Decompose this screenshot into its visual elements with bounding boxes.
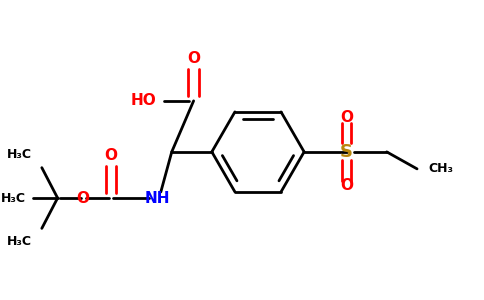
Text: H₃C: H₃C (7, 148, 32, 161)
Text: O: O (105, 148, 118, 163)
Text: S: S (340, 143, 353, 161)
Text: O: O (340, 110, 353, 125)
Text: H₃C: H₃C (1, 191, 26, 205)
Text: O: O (187, 51, 200, 66)
Text: CH₃: CH₃ (428, 162, 453, 176)
Text: O: O (340, 178, 353, 194)
Text: HO: HO (131, 93, 156, 108)
Text: O: O (76, 190, 89, 206)
Text: NH: NH (144, 190, 170, 206)
Text: H₃C: H₃C (7, 235, 32, 248)
